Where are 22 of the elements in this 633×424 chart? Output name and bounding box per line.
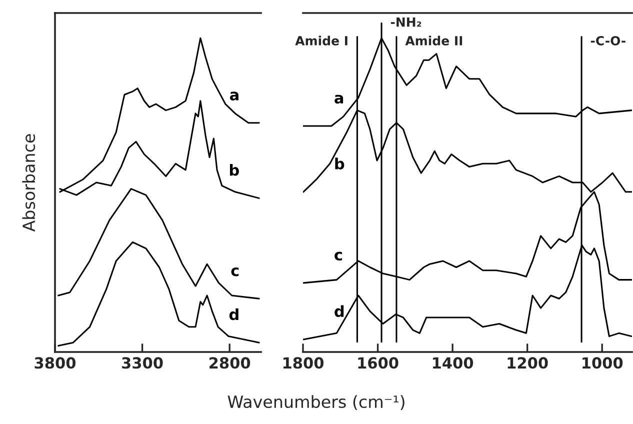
- x-tick-label: 1000: [582, 357, 623, 369]
- ref-line-label: Amide II: [405, 36, 462, 46]
- x-tick-label: 1400: [433, 357, 474, 369]
- ref-line-label: -NH₂: [390, 18, 422, 27]
- x-tick-label: 1200: [508, 357, 548, 369]
- x-tick-label: 2800: [210, 357, 250, 369]
- series-label: d: [334, 305, 344, 318]
- ref-line-label: -C-O-: [590, 36, 626, 46]
- x-tick-label: 1800: [283, 357, 324, 369]
- y-axis-title: Absorbance: [22, 134, 36, 232]
- series-label: b: [335, 158, 344, 170]
- series-label: a: [334, 94, 344, 104]
- series-label: d: [229, 308, 238, 320]
- x-axis-title: Wavenumbers (cm⁻¹): [228, 395, 404, 410]
- ref-line-label: Amide I: [295, 36, 348, 46]
- series-label: a: [230, 92, 238, 100]
- series-label: c: [334, 252, 342, 261]
- x-tick-label: 1600: [358, 357, 398, 369]
- series-label: b: [230, 164, 239, 176]
- x-tick-label: 3800: [34, 357, 76, 369]
- series-label: c: [231, 267, 239, 276]
- x-tick-label: 3300: [122, 357, 163, 369]
